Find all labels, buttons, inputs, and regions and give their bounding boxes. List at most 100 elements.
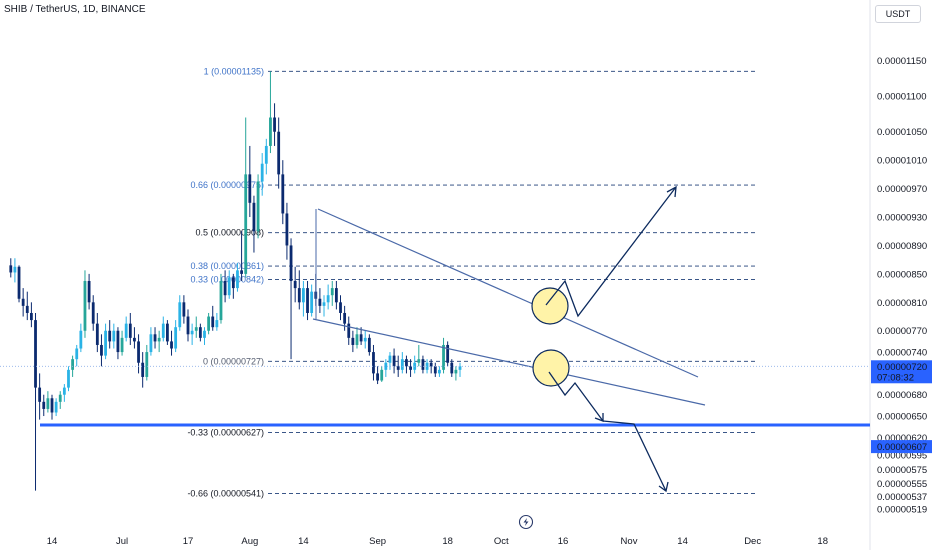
candle-body [133, 337, 136, 342]
candle [157, 330, 161, 353]
candle [409, 359, 412, 377]
candle-body [194, 327, 198, 331]
price-tick-label: 0.00000537 [877, 492, 927, 503]
candle [186, 309, 190, 342]
price-tick-label: 0.00000850 [877, 269, 927, 280]
candle-body [182, 302, 186, 317]
candle-body [190, 330, 194, 335]
fibonacci-retracement[interactable]: 1 (0.00001135) 0.66 (0.00000975) 0.5 (0.00… [187, 66, 758, 499]
candle [50, 394, 54, 420]
candle-body [438, 369, 441, 374]
bullish-path[interactable] [545, 186, 677, 318]
candle-body [293, 280, 297, 289]
candle-body [108, 330, 112, 342]
candle-body [343, 312, 347, 324]
candle [302, 280, 305, 317]
candle-body [318, 298, 322, 306]
candle [153, 327, 157, 349]
candle-body [409, 366, 412, 370]
candle [207, 312, 211, 335]
wedge-upper-line[interactable] [317, 208, 699, 378]
candle [318, 288, 322, 313]
candle-body [120, 337, 124, 353]
bearish-path[interactable] [548, 371, 604, 422]
candle-body [219, 280, 223, 321]
candle-body [83, 280, 87, 331]
last-price-value: 0.00000720 [877, 362, 927, 373]
candle [170, 330, 173, 356]
candle-body [29, 312, 33, 321]
candle [211, 305, 215, 331]
breakout-circle[interactable] [531, 287, 569, 325]
candle [405, 355, 408, 374]
wedge-lower-line[interactable] [312, 318, 706, 406]
candle [306, 280, 309, 321]
candle [149, 327, 153, 356]
price-axis[interactable]: 0.00001150 0.00001100 0.00001050 0.00001010… [877, 56, 927, 516]
candle-body [248, 174, 252, 203]
candle-body [186, 316, 190, 335]
fib-level-label: 0.38 (0.00000861) [190, 261, 264, 271]
symbol-title: SHIB / TetherUS, 1D, BINANCE [4, 4, 146, 15]
price-tick-label: 0.00000890 [877, 241, 927, 252]
candle [355, 327, 359, 349]
candle-body [244, 174, 248, 274]
candle-body [367, 337, 371, 353]
candle [95, 312, 99, 353]
time-axis[interactable]: 14 Jul 17 Aug 14 Sep 18 Oct 16 Nov 14 Dec 18 [47, 536, 828, 547]
candle [433, 362, 437, 377]
candle-body [67, 369, 70, 388]
candle-body [9, 265, 13, 273]
bar-countdown: 07:08:32 [877, 372, 914, 383]
currency-button[interactable]: USDT [875, 5, 921, 23]
candle [21, 288, 25, 317]
time-tick-label: 14 [47, 536, 58, 547]
candle-body [198, 327, 202, 338]
price-tick-label: 0.00001150 [877, 56, 927, 67]
candle-body [17, 266, 21, 299]
candle [273, 103, 276, 146]
time-tick-label: 14 [677, 536, 688, 547]
bearish-extension-path[interactable] [602, 420, 667, 492]
candle-body [34, 320, 37, 388]
candle-body [302, 288, 305, 303]
candle [339, 295, 342, 321]
candle [25, 291, 29, 321]
candle [326, 284, 330, 310]
candle-body [62, 387, 66, 395]
drawings[interactable] [0, 185, 870, 493]
fib-level-label: 0.66 (0.00000975) [190, 180, 264, 190]
candle-body [223, 280, 227, 296]
candle-body [149, 334, 153, 353]
candle-body [277, 131, 281, 175]
candle [79, 323, 83, 353]
candle [269, 71, 272, 154]
candle [380, 366, 384, 382]
candle [310, 284, 314, 317]
bearish-extension-arrow-head [658, 481, 669, 493]
candle [54, 398, 58, 417]
fib-level-label: -0.66 (0.00000541) [187, 489, 264, 499]
candle-body [392, 355, 396, 367]
candle [62, 384, 66, 402]
candle-body [137, 341, 140, 363]
time-tick-label: Nov [621, 536, 638, 547]
candle-body [347, 323, 351, 338]
time-tick-label: Sep [369, 536, 386, 547]
tradingview-bolt-icon[interactable] [518, 514, 534, 530]
candle-body [211, 316, 215, 328]
breakdown-circle[interactable] [532, 349, 570, 387]
candle-body [269, 117, 272, 146]
price-tick-label: 0.00000575 [877, 465, 927, 476]
candle-body [446, 344, 450, 363]
candle-body [240, 270, 243, 274]
candle [75, 344, 79, 367]
price-tick-label: 0.00001100 [877, 92, 927, 103]
candle-body [396, 366, 400, 370]
candle [87, 273, 91, 310]
fib-level-label: 1 (0.00001135) [204, 66, 264, 76]
candle [392, 348, 396, 374]
candle-body [400, 359, 404, 370]
candle-body [372, 352, 375, 374]
